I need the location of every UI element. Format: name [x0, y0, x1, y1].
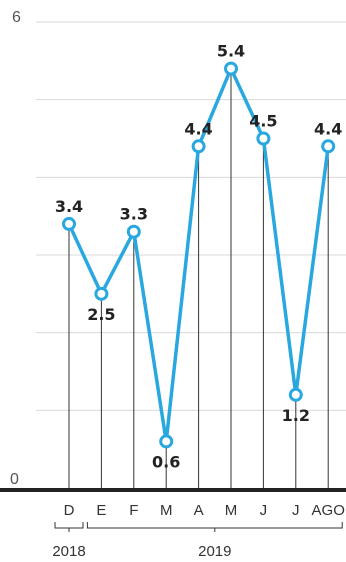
data-label: 5.4	[217, 42, 245, 61]
data-label: 0.6	[152, 452, 180, 471]
year-groups: 2018 2019	[52, 522, 343, 560]
year-label: 2018	[52, 543, 85, 560]
data-label: 3.3	[120, 205, 148, 224]
year-label: 2019	[198, 543, 231, 560]
data-point	[288, 387, 303, 402]
x-tick-label: M	[225, 502, 238, 519]
data-label: 4.5	[249, 112, 277, 131]
data-markers	[62, 61, 336, 449]
data-label: 4.4	[184, 119, 212, 138]
data-label: 2.5	[87, 305, 115, 324]
data-point	[321, 139, 336, 154]
data-labels: 3.4 2.5 3.3 0.6 4.4 5.4 4.5 1.2 4.4	[55, 42, 343, 472]
x-tick-labels: D E F M A M J J AGO	[64, 502, 345, 519]
data-point	[94, 286, 109, 301]
data-label: 1.2	[282, 406, 310, 425]
x-tick-label: D	[64, 502, 75, 519]
x-tick-label: AGO	[312, 502, 345, 519]
x-tick-label: E	[96, 502, 106, 519]
data-point	[191, 139, 206, 154]
y-tick-label-zero: 0	[10, 471, 19, 488]
x-tick-label: J	[260, 502, 268, 519]
x-tick-label: M	[160, 502, 173, 519]
x-tick-label: J	[292, 502, 300, 519]
data-point	[159, 434, 174, 449]
x-tick-label: A	[194, 502, 204, 519]
data-label: 3.4	[55, 197, 83, 216]
y-tick-label-max: 6	[12, 9, 21, 26]
data-point	[126, 224, 141, 239]
year-bracket	[86, 522, 343, 529]
gridlines	[36, 21, 346, 411]
data-label: 4.4	[314, 119, 342, 138]
drop-lines	[68, 68, 329, 488]
data-point	[256, 131, 271, 146]
data-point	[224, 61, 238, 76]
x-tick-label: F	[129, 502, 138, 519]
year-bracket	[54, 522, 84, 529]
data-point	[62, 216, 76, 231]
